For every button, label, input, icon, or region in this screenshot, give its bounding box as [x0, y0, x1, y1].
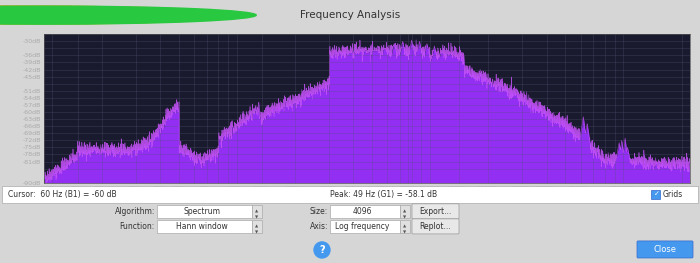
Text: Axis:: Axis:	[309, 222, 328, 231]
Text: Function:: Function:	[120, 222, 155, 231]
Text: Size:: Size:	[309, 207, 328, 216]
Circle shape	[0, 6, 239, 24]
Text: ▲
▼: ▲ ▼	[403, 210, 407, 219]
Text: ✓: ✓	[654, 191, 659, 197]
Text: 4096: 4096	[352, 207, 372, 216]
Text: Grids: Grids	[663, 190, 683, 199]
Text: Frequency Analysis: Frequency Analysis	[300, 10, 400, 20]
FancyBboxPatch shape	[252, 205, 262, 218]
FancyBboxPatch shape	[330, 220, 400, 233]
FancyBboxPatch shape	[330, 205, 400, 218]
FancyBboxPatch shape	[2, 186, 698, 203]
FancyBboxPatch shape	[252, 220, 262, 233]
Text: Hann window: Hann window	[176, 222, 228, 231]
Circle shape	[0, 6, 256, 24]
FancyBboxPatch shape	[157, 220, 252, 233]
Text: Spectrum: Spectrum	[183, 207, 220, 216]
FancyBboxPatch shape	[157, 205, 252, 218]
FancyBboxPatch shape	[651, 190, 660, 199]
Text: ?: ?	[319, 245, 325, 255]
Text: Export...: Export...	[419, 207, 451, 216]
Text: Algorithm:: Algorithm:	[115, 207, 155, 216]
Text: Peak: 49 Hz (G1) = -58.1 dB: Peak: 49 Hz (G1) = -58.1 dB	[330, 190, 437, 199]
Text: Cursor:  60 Hz (B1) = -60 dB: Cursor: 60 Hz (B1) = -60 dB	[8, 190, 117, 199]
Text: ▲
▼: ▲ ▼	[256, 210, 258, 219]
FancyBboxPatch shape	[400, 220, 410, 233]
FancyBboxPatch shape	[412, 219, 459, 234]
Text: Close: Close	[654, 245, 676, 254]
Text: Log frequency: Log frequency	[335, 222, 389, 231]
FancyBboxPatch shape	[637, 241, 693, 258]
Text: Replot...: Replot...	[419, 222, 451, 231]
FancyBboxPatch shape	[412, 204, 459, 219]
Circle shape	[314, 242, 330, 258]
Text: ▲
▼: ▲ ▼	[403, 225, 407, 234]
Circle shape	[0, 6, 223, 24]
FancyBboxPatch shape	[400, 205, 410, 218]
Text: ▲
▼: ▲ ▼	[256, 225, 258, 234]
